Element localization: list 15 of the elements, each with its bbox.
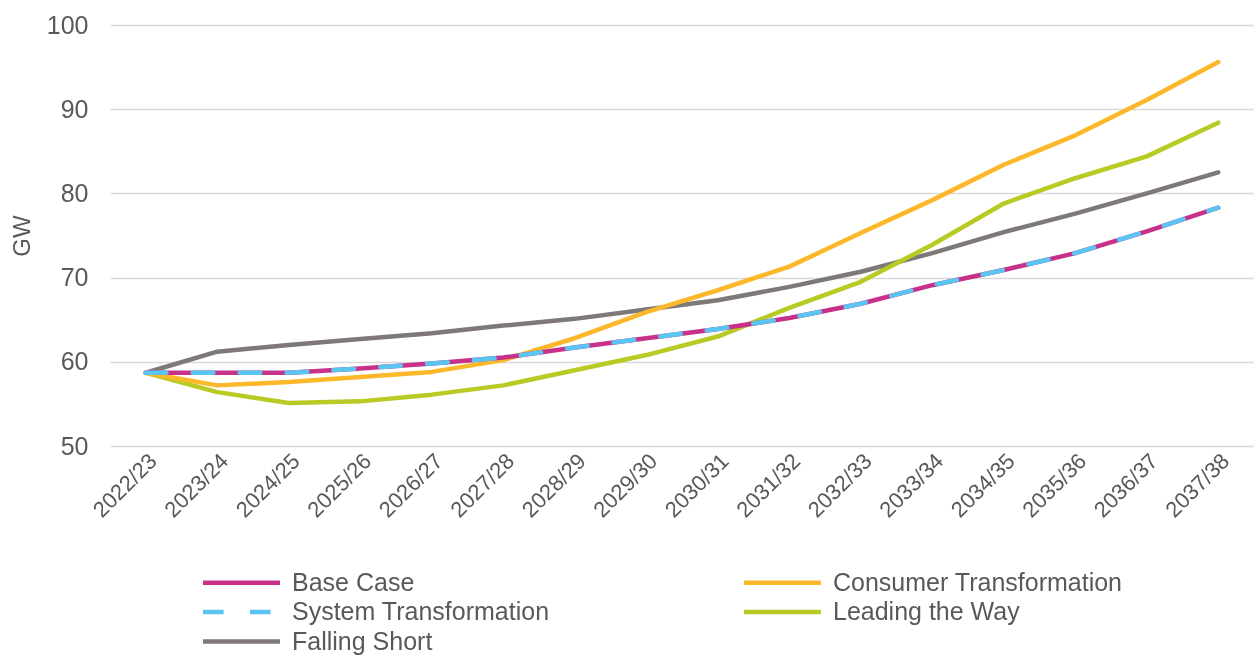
legend-label: Falling Short [292,626,433,655]
legend-label: Leading the Way [833,597,1021,625]
y-tick-label: 90 [60,94,89,123]
line-series [143,120,1221,406]
y-tick-label: 100 [46,10,89,39]
line-series [143,205,1221,375]
y-axis-title: GW [7,215,35,257]
legend-label: System Transformation [292,597,550,625]
line-series [143,59,1221,388]
y-tick-label: 80 [60,178,89,207]
y-tick-label: 70 [60,263,89,292]
legend-label: Base Case [292,567,415,596]
legend-label: Consumer Transformation [833,567,1123,596]
y-tick-label: 50 [60,431,89,460]
y-tick-label: 60 [60,347,89,376]
